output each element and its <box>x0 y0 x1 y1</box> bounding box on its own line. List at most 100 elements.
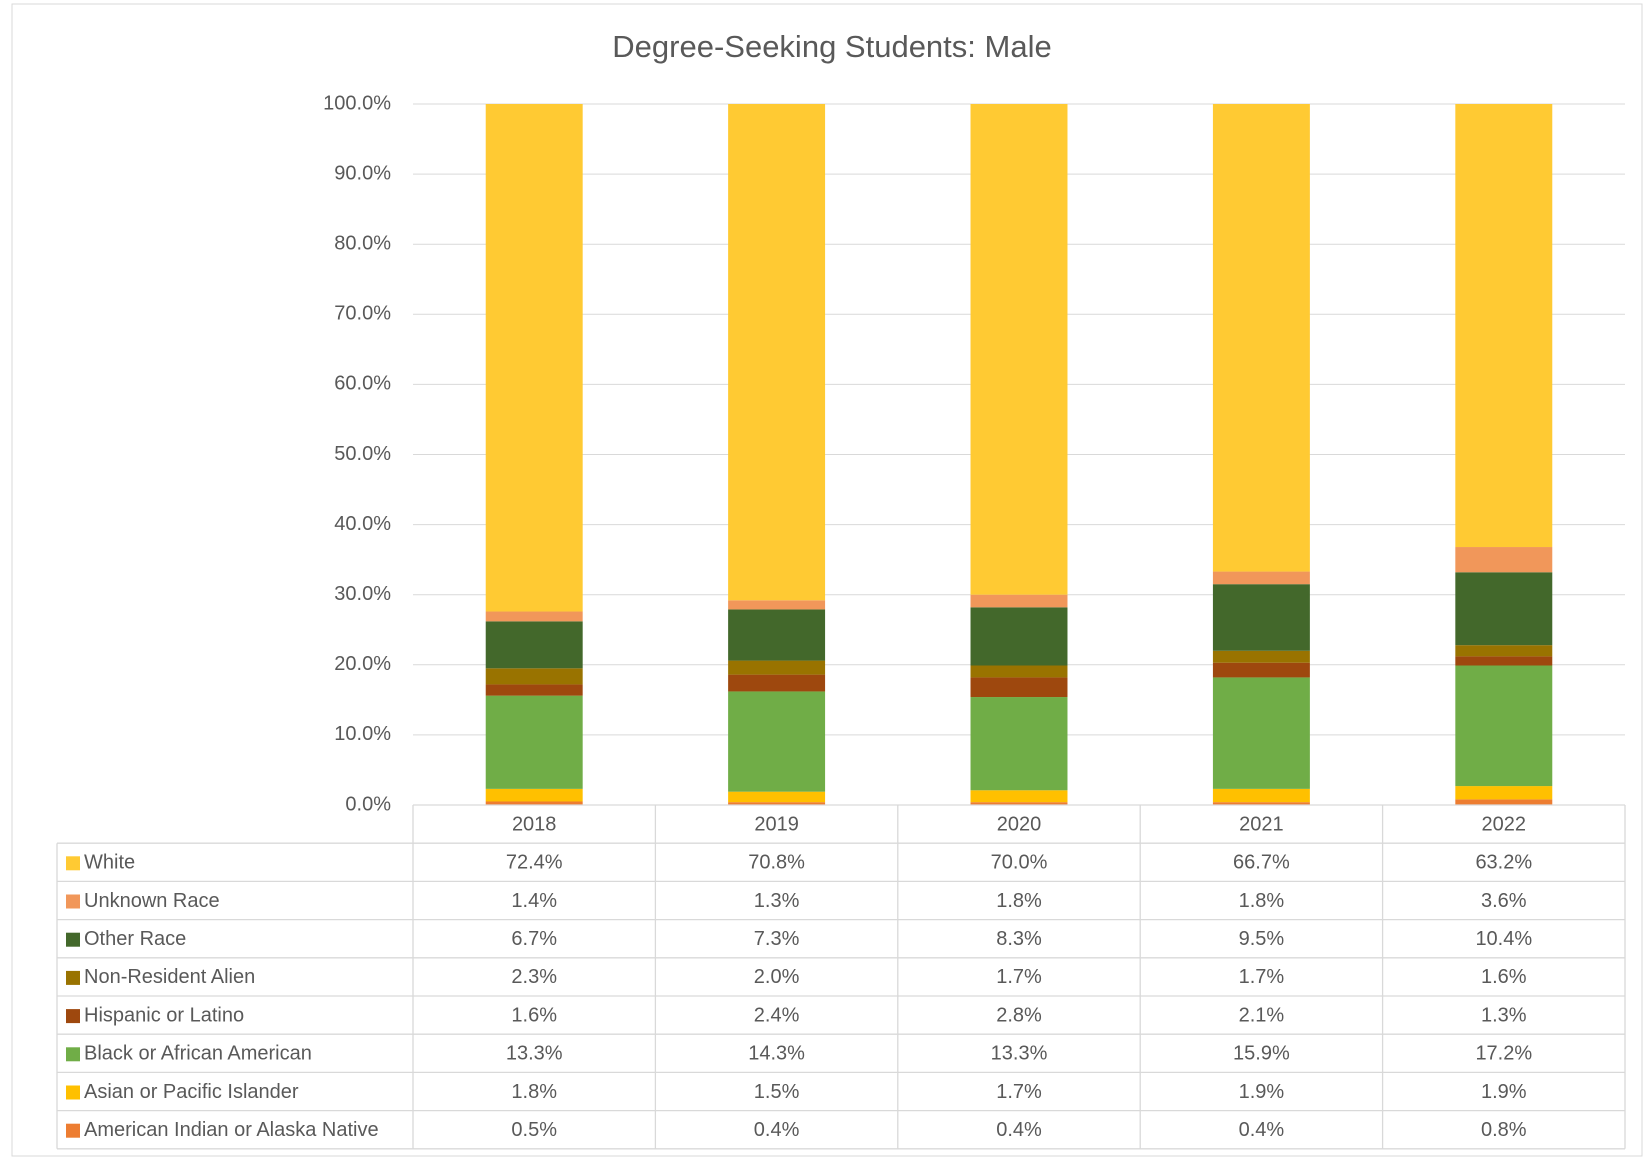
bar-segment <box>728 660 826 675</box>
legend-swatch <box>66 1009 80 1024</box>
bar-segment <box>970 697 1068 791</box>
table-value: 3.6% <box>1481 890 1527 912</box>
bar-segment <box>1212 788 1310 803</box>
table-value: 1.8% <box>1239 890 1285 912</box>
x-tick-label: 2021 <box>1239 813 1284 835</box>
table-value: 8.3% <box>996 928 1042 950</box>
table-value: 0.8% <box>1481 1119 1527 1141</box>
legend-label: White <box>84 852 135 874</box>
bar-segment <box>1212 802 1310 805</box>
legend-label: Asian or Pacific Islander <box>84 1081 299 1103</box>
legend-label: Other Race <box>84 928 186 950</box>
y-tick-label: 30.0% <box>334 583 391 605</box>
bar-segment <box>1455 645 1553 657</box>
bar-segment <box>485 801 583 805</box>
bar-segment <box>1212 650 1310 663</box>
table-value: 9.5% <box>1239 928 1285 950</box>
x-tick-label: 2019 <box>754 813 799 835</box>
legend-swatch <box>66 970 80 985</box>
y-tick-label: 10.0% <box>334 723 391 745</box>
bar-segment <box>970 607 1068 666</box>
legend-swatch <box>66 1085 80 1100</box>
y-tick-label: 70.0% <box>334 303 391 325</box>
bar-segment <box>1455 786 1553 800</box>
y-tick-label: 0.0% <box>345 793 391 815</box>
chart-title: Degree-Seeking Students: Male <box>612 29 1051 64</box>
x-tick-label: 2022 <box>1482 813 1527 835</box>
bar-segment <box>970 665 1068 678</box>
table-value: 1.8% <box>511 1081 557 1103</box>
table-value: 17.2% <box>1475 1043 1532 1065</box>
table-value: 1.4% <box>511 890 557 912</box>
bar-segment <box>1455 665 1553 787</box>
bar-segment <box>1455 799 1553 805</box>
bar-segment <box>728 691 826 792</box>
bar-segment <box>728 791 826 803</box>
bar-segment <box>1455 547 1553 573</box>
table-value: 0.5% <box>511 1119 557 1141</box>
table-value: 63.2% <box>1475 852 1532 874</box>
table-value: 2.0% <box>754 966 800 988</box>
bar-segment <box>1212 662 1310 678</box>
y-tick-label: 100.0% <box>323 92 391 114</box>
bar-segment <box>728 609 826 661</box>
bar-segment <box>728 600 826 610</box>
bar-segment <box>1212 584 1310 651</box>
y-tick-label: 90.0% <box>334 162 391 184</box>
table-value: 0.4% <box>1239 1119 1285 1141</box>
table-value: 0.4% <box>996 1119 1042 1141</box>
table-value: 1.3% <box>1481 1004 1527 1026</box>
table-value: 1.6% <box>511 1004 557 1026</box>
table-value: 1.3% <box>754 890 800 912</box>
y-tick-label: 80.0% <box>334 232 391 254</box>
bar-segment <box>485 104 583 612</box>
bar-segment <box>485 788 583 802</box>
bar-segment <box>728 104 826 601</box>
bar-segment <box>970 677 1068 698</box>
bar-segment <box>485 695 583 789</box>
bar-segment <box>485 668 583 685</box>
x-tick-label: 2020 <box>997 813 1042 835</box>
y-tick-label: 60.0% <box>334 373 391 395</box>
bar-segment <box>728 802 826 805</box>
bar-segment <box>970 104 1068 595</box>
y-tick-label: 20.0% <box>334 653 391 675</box>
table-value: 70.8% <box>748 852 805 874</box>
bar-segment <box>1455 104 1553 548</box>
table-value: 0.4% <box>754 1119 800 1141</box>
table-value: 1.9% <box>1239 1081 1285 1103</box>
bar-segment <box>1212 571 1310 585</box>
table-value: 15.9% <box>1233 1043 1290 1065</box>
bar-segment <box>1455 572 1553 646</box>
table-value: 2.4% <box>754 1004 800 1026</box>
bar-segment <box>970 790 1068 803</box>
bar-segment <box>1212 677 1310 789</box>
table-value: 13.3% <box>506 1043 563 1065</box>
legend-swatch <box>66 932 80 947</box>
bar-segment <box>728 674 826 692</box>
legend-swatch <box>66 856 80 871</box>
bar-segment <box>970 802 1068 805</box>
bar-segment <box>485 611 583 622</box>
bar-segment <box>970 594 1068 608</box>
table-value: 2.1% <box>1239 1004 1285 1026</box>
table-value: 1.7% <box>1239 966 1285 988</box>
table-value: 2.3% <box>511 966 557 988</box>
legend-swatch <box>66 1047 80 1062</box>
y-tick-label: 50.0% <box>334 443 391 465</box>
chart-border <box>11 3 1643 1157</box>
legend-label: Non-Resident Alien <box>84 966 255 988</box>
table-value: 14.3% <box>748 1043 805 1065</box>
table-value: 1.8% <box>996 890 1042 912</box>
table-value: 6.7% <box>511 928 557 950</box>
table-value: 2.8% <box>996 1004 1042 1026</box>
table-value: 1.5% <box>754 1081 800 1103</box>
bar-segment <box>1212 104 1310 572</box>
table-value: 13.3% <box>991 1043 1048 1065</box>
table-value: 66.7% <box>1233 852 1290 874</box>
y-tick-label: 40.0% <box>334 513 391 535</box>
table-value: 1.9% <box>1481 1081 1527 1103</box>
table-value: 70.0% <box>991 852 1048 874</box>
x-tick-label: 2018 <box>512 813 557 835</box>
